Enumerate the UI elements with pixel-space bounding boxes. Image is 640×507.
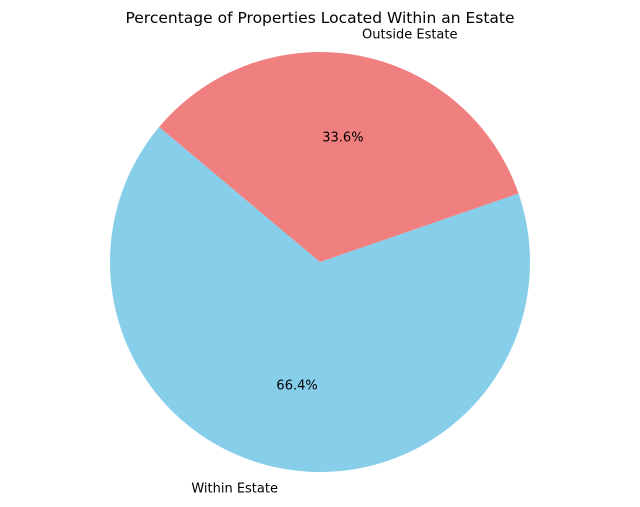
- pie-pct-label: 66.4%: [276, 378, 317, 393]
- pie-slice-outside-estate: [159, 51, 519, 263]
- pie-pct-label: 33.6%: [322, 131, 363, 146]
- pie-labels: 66.4% Within Estate 33.6% Outside Estate: [191, 27, 457, 496]
- pie-slices: [110, 51, 530, 473]
- chart-title: Percentage of Properties Located Within …: [125, 9, 514, 27]
- pie-category-label: Outside Estate: [362, 27, 457, 42]
- pie-slice-within-estate: [110, 127, 530, 473]
- pie-category-label: Within Estate: [191, 482, 278, 497]
